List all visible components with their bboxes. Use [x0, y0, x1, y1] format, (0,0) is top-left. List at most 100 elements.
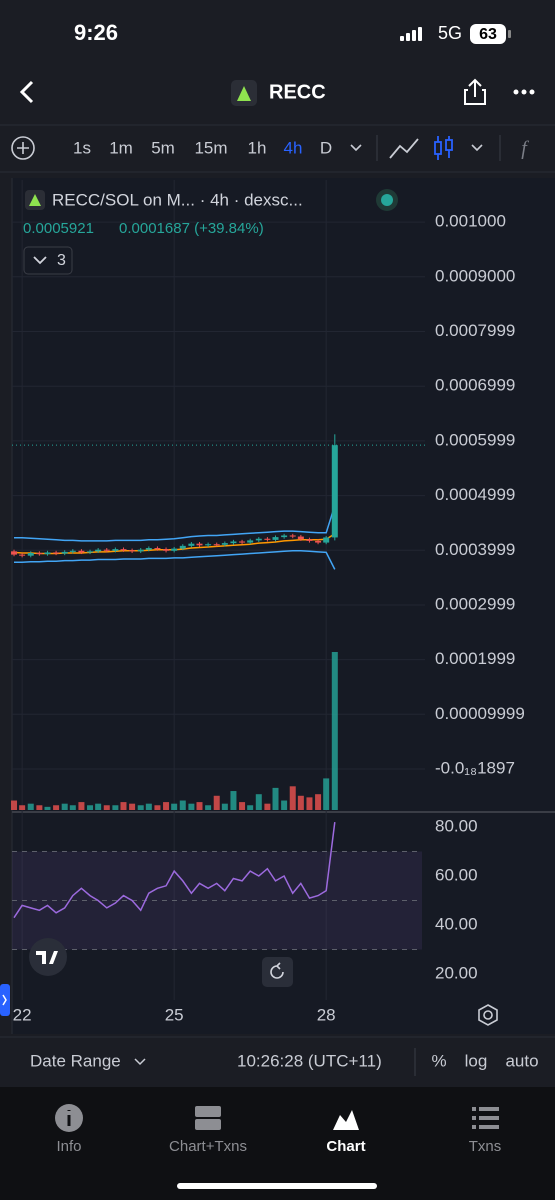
x-tick-label: 25	[165, 1005, 184, 1024]
status-dot	[381, 194, 393, 206]
percent-toggle[interactable]: %	[431, 1051, 446, 1070]
share-button[interactable]	[464, 78, 486, 105]
footer-time: 10:26:28 (UTC+11)	[237, 1051, 382, 1070]
y-tick-label: 40.00	[435, 915, 478, 934]
volume-bar	[112, 805, 119, 810]
volume-bar	[87, 805, 94, 810]
tab-label[interactable]: Txns	[469, 1138, 502, 1155]
y-tick-label: 0.0003999	[435, 540, 515, 559]
rsi-line	[13, 822, 336, 919]
chart-type-dropdown[interactable]	[471, 144, 483, 152]
volume-bar	[61, 803, 68, 810]
volume-bar	[239, 802, 246, 810]
tab-label[interactable]: Info	[56, 1138, 81, 1155]
candle-body	[145, 548, 152, 550]
side-handle[interactable]	[0, 984, 10, 1016]
rsi-pane: 80.00 60.00 40.00 20.00	[12, 816, 478, 983]
y-tick-label: 0.001000	[435, 212, 506, 231]
candle-body	[87, 551, 94, 553]
indicators-button[interactable]: f	[521, 138, 529, 160]
interval-button[interactable]: 15m	[194, 138, 227, 157]
candle-chart-button[interactable]	[434, 136, 453, 160]
volume-bar	[171, 803, 178, 810]
candle-body	[61, 551, 68, 554]
volume-bar	[53, 805, 60, 810]
volume-bar	[331, 652, 338, 810]
indicator-line	[14, 550, 336, 570]
interval-button[interactable]: D	[320, 138, 332, 157]
volume-bar	[247, 805, 254, 810]
interval-button[interactable]: 5m	[151, 138, 175, 157]
side-handle-icon	[2, 994, 7, 1006]
line-chart-button[interactable]	[389, 138, 419, 159]
network-label: 5G	[438, 23, 462, 43]
volume-bar	[145, 803, 152, 810]
auto-toggle[interactable]: auto	[505, 1051, 538, 1070]
back-button[interactable]	[19, 80, 34, 104]
candle-body	[11, 551, 18, 555]
signal-icon	[400, 27, 422, 41]
volume-bar	[315, 794, 322, 810]
tradingview-logo[interactable]	[29, 938, 67, 976]
token-logo-mark	[237, 86, 251, 101]
indicator-toggle[interactable]	[23, 246, 73, 275]
battery-tip	[508, 30, 511, 38]
indicator-count: 3	[57, 252, 66, 269]
tab-label[interactable]: Chart+Txns	[169, 1138, 247, 1155]
candle-body	[306, 539, 313, 541]
home-indicator	[177, 1183, 377, 1189]
y-tick-label: 0.0006999	[435, 376, 515, 395]
y-tick-label: 0.0001999	[435, 649, 515, 668]
candle-body	[205, 544, 212, 546]
log-toggle[interactable]: log	[465, 1051, 488, 1070]
legend-logo-mark	[29, 194, 41, 206]
indicator-toggle-chevron	[33, 256, 47, 265]
candle-body	[289, 535, 296, 537]
candle-body	[239, 541, 246, 543]
candle-body	[247, 540, 254, 543]
candle-body	[53, 552, 60, 554]
volume-bar	[27, 803, 34, 810]
chart-txns-icon	[195, 1106, 221, 1130]
volume-bar	[44, 806, 51, 810]
volume-bar	[306, 797, 313, 810]
settings-button[interactable]	[478, 1004, 498, 1026]
y-tick-label: 80.00	[435, 816, 478, 835]
date-range-button[interactable]: Date Range	[30, 1051, 121, 1070]
interval-button[interactable]: 1h	[248, 138, 267, 157]
tab-label[interactable]: Chart	[326, 1138, 365, 1155]
candle-body	[69, 550, 76, 552]
candle-body	[221, 543, 228, 545]
tradingview-logo-mark	[36, 951, 58, 964]
price-pane: 0.001000 0.0009000 0.0007999 0.0006999 0.000…	[11, 180, 525, 1024]
reset-icon	[270, 962, 284, 979]
candle-body	[297, 536, 304, 540]
chart-icon	[333, 1110, 359, 1130]
candle-body	[188, 543, 195, 546]
reset-button[interactable]	[262, 957, 293, 987]
interval-button[interactable]: 4h	[284, 138, 303, 157]
add-indicator-button[interactable]	[11, 136, 35, 160]
y-tick-label: 60.00	[435, 865, 478, 884]
volume-bar	[264, 803, 271, 810]
y-tick-label: 20.00	[435, 964, 478, 983]
tab-bar	[0, 1087, 555, 1200]
candle-body	[19, 554, 26, 556]
candle-body	[272, 537, 279, 540]
more-button[interactable]	[513, 89, 535, 95]
battery-icon	[470, 24, 506, 44]
interval-button[interactable]: 1s	[73, 138, 91, 157]
interval-dropdown[interactable]	[350, 144, 362, 152]
volume-bar	[120, 802, 127, 810]
volume-bar	[95, 803, 102, 810]
volume-bar	[205, 805, 212, 810]
candle-body	[129, 550, 136, 552]
y-tick-label: -0.0₁₈1897	[435, 758, 515, 777]
legend-last-price: 0.0005921	[23, 220, 94, 237]
candle-body	[331, 445, 338, 538]
legend-change: 0.0001687 (+39.84%)	[119, 220, 264, 237]
volume-bar	[19, 805, 26, 810]
volume-bar	[221, 803, 228, 810]
interval-button[interactable]: 1m	[109, 138, 133, 157]
